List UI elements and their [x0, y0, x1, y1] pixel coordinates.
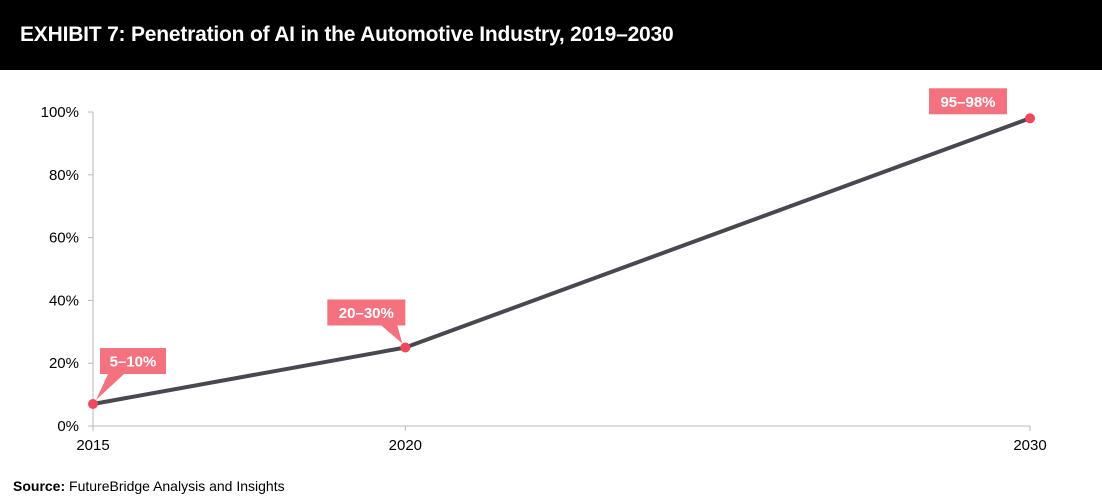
data-label-pointer — [381, 325, 403, 344]
y-tick-label: 60% — [49, 230, 79, 247]
line-chart: 0% 20% 40% 60% 80% 100% 2015 2020 2030 5–10% 20–30… — [41, 88, 1047, 454]
data-label: 95–98% — [940, 94, 995, 111]
series-line — [91, 116, 1032, 407]
exhibit-header: EXHIBIT 7: Penetration of AI in the Auto… — [0, 0, 1102, 70]
y-tick-label: 20% — [49, 355, 79, 372]
data-label-box — [100, 348, 166, 375]
x-tick-label: 2020 — [389, 437, 422, 454]
y-tick-label: 100% — [41, 104, 79, 121]
y-tick-label: 40% — [49, 292, 79, 309]
source-note: Source: FutureBridge Analysis and Insigh… — [13, 478, 285, 494]
x-tick-label: 2015 — [76, 437, 109, 454]
y-tick-label: 0% — [57, 418, 79, 435]
y-tick-label: 80% — [49, 167, 79, 184]
data-label: 20–30% — [339, 305, 394, 322]
data-point — [88, 399, 98, 410]
source-text: FutureBridge Analysis and Insights — [65, 478, 285, 494]
data-label-box — [929, 88, 1007, 115]
data-label: 5–10% — [110, 354, 157, 371]
data-point — [1025, 113, 1035, 124]
data-point — [400, 342, 411, 353]
data-label-box — [327, 299, 406, 326]
chart-title: EXHIBIT 7: Penetration of AI in the Auto… — [20, 23, 674, 46]
source-label: Source: — [13, 478, 66, 494]
data-label-pointer — [96, 374, 124, 401]
x-tick-label: 2030 — [1013, 437, 1046, 454]
